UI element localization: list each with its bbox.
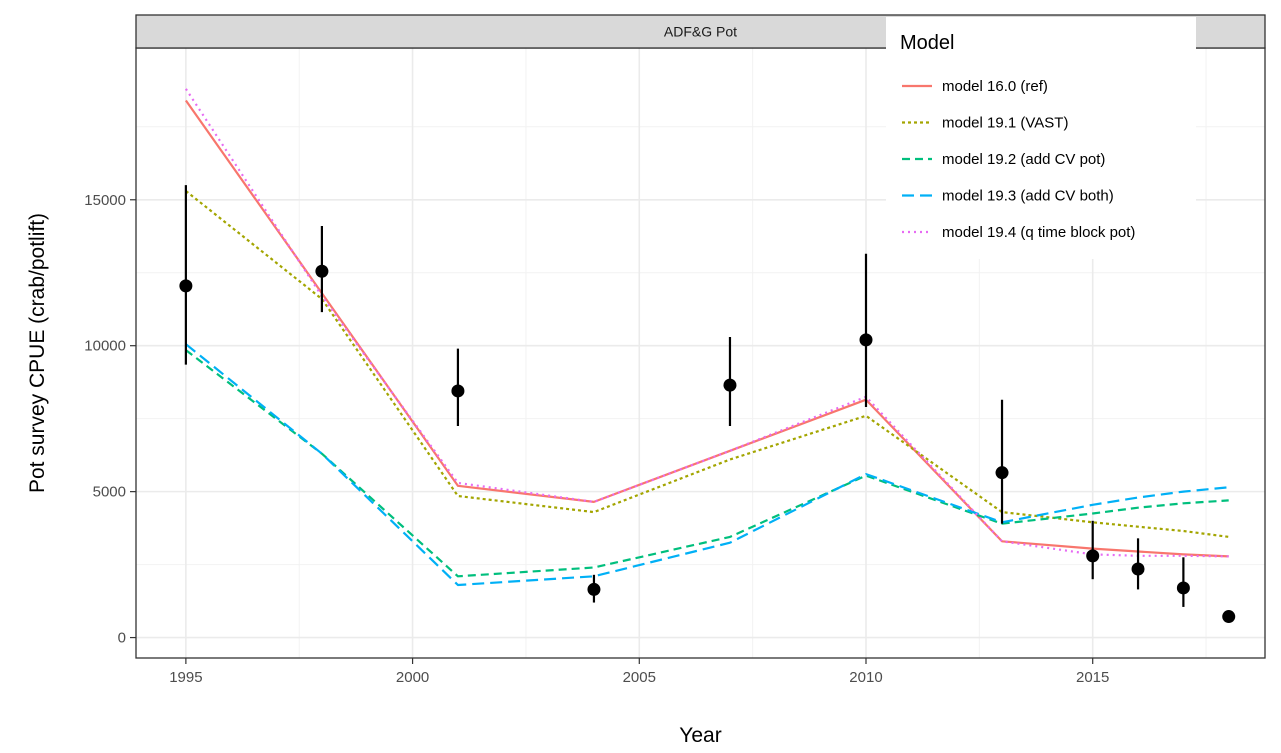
y-tick-label: 10000 — [84, 338, 126, 355]
observed-point — [315, 264, 329, 278]
x-tick-label: 2005 — [623, 669, 656, 686]
y-axis-ticks: 0 5000 10000 15000 — [84, 192, 136, 647]
legend-label-5: model 19.4 (q time block pot) — [942, 224, 1135, 241]
legend-title: Model — [900, 32, 954, 54]
legend: Model model 16.0 (ref)model 19.1 (VAST)m… — [886, 17, 1196, 259]
observed-point — [723, 378, 737, 392]
legend-label-4: model 19.3 (add CV both) — [942, 188, 1114, 205]
x-tick-label: 2015 — [1076, 669, 1109, 686]
legend-label-3: model 19.2 (add CV pot) — [942, 151, 1105, 168]
y-tick-label: 0 — [118, 630, 126, 647]
x-axis-title: Year — [679, 724, 721, 747]
observed-point — [1176, 581, 1190, 595]
observed-point — [1131, 562, 1145, 576]
x-tick-label: 2010 — [849, 669, 882, 686]
observed-point — [859, 333, 873, 347]
x-tick-label: 1995 — [169, 669, 202, 686]
legend-label-1: model 16.0 (ref) — [942, 78, 1048, 95]
observed-points — [179, 185, 1236, 624]
series-line-3 — [185, 349, 1229, 578]
observed-point — [995, 466, 1009, 480]
x-axis-ticks: 1995 2000 2005 2010 2015 — [169, 658, 1109, 686]
x-tick-label: 2000 — [396, 669, 429, 686]
observed-point — [587, 582, 601, 596]
y-tick-label: 5000 — [93, 484, 126, 501]
legend-items: model 16.0 (ref) model 19.1 (VAST) model 1… — [902, 78, 1135, 241]
observed-point — [1086, 549, 1100, 563]
y-axis-title: Pot survey CPUE (crab/potlift) — [26, 213, 49, 493]
observed-point — [179, 279, 193, 293]
y-tick-label: 15000 — [84, 192, 126, 209]
series-line-4 — [185, 343, 1229, 587]
observed-point — [451, 384, 465, 398]
legend-background — [886, 17, 1196, 259]
facet-strip-label: ADF&G Pot — [664, 24, 737, 40]
legend-label-2: model 19.1 (VAST) — [942, 115, 1068, 132]
observed-point — [1222, 610, 1236, 624]
